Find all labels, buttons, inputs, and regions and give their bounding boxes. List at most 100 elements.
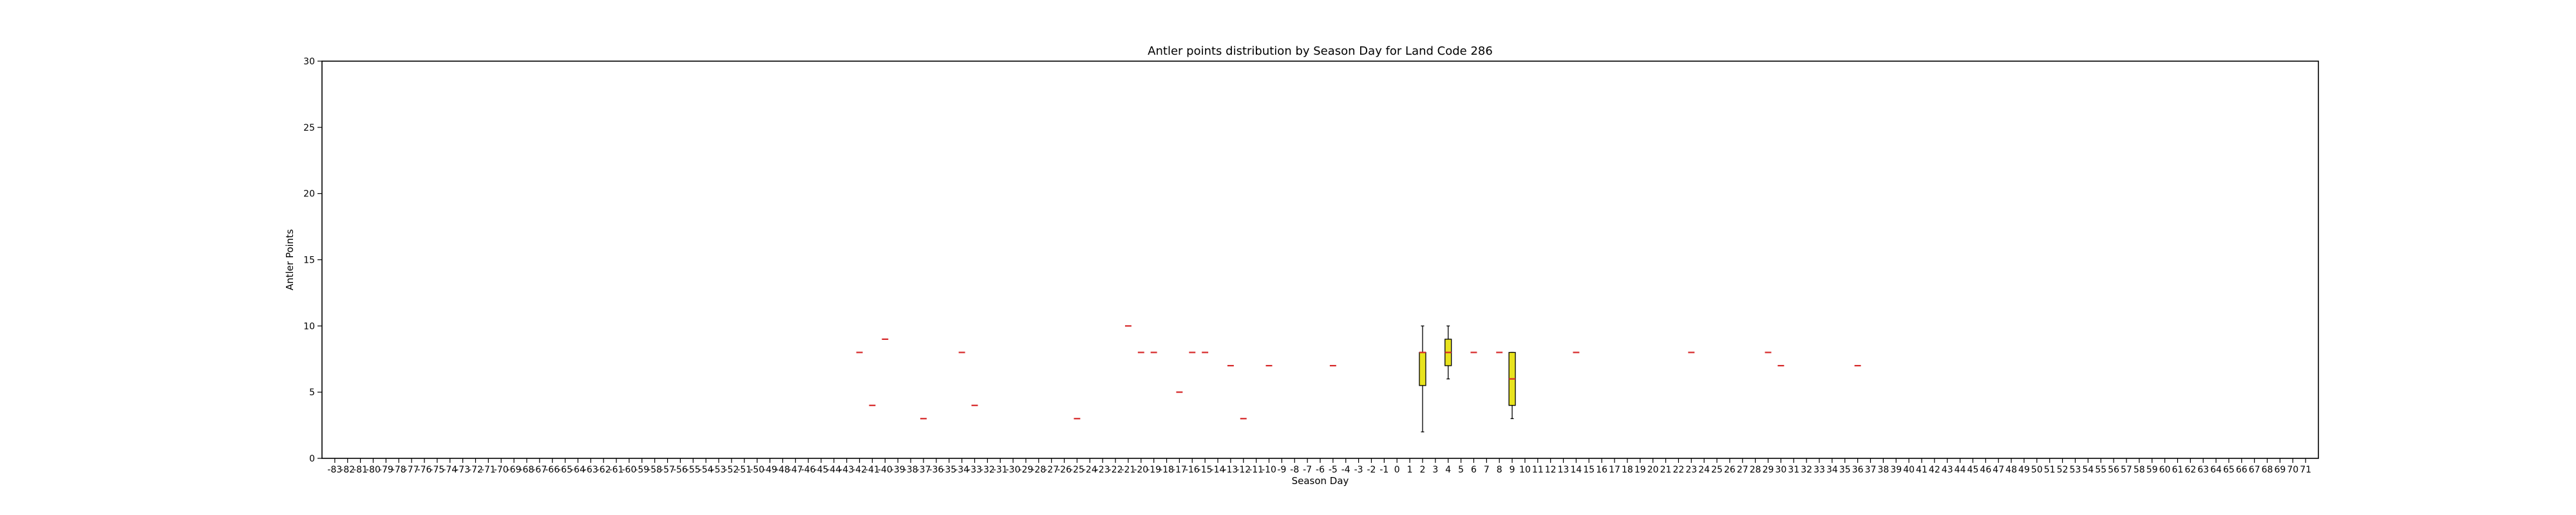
- x-tick-label: -72: [468, 465, 483, 475]
- box-2: [1419, 325, 1426, 433]
- x-tick-label: -23: [1095, 465, 1110, 475]
- x-tick-label: -80: [366, 465, 381, 475]
- x-tick-label: -59: [634, 465, 649, 475]
- y-axis-title: Antler Points: [284, 229, 296, 290]
- x-tick-label: 6: [1471, 465, 1477, 475]
- x-tick-label: 58: [2134, 465, 2145, 475]
- x-tick-label: -21: [1121, 465, 1135, 475]
- x-tick-label: -13: [1223, 465, 1238, 475]
- x-tick-label: 59: [2146, 465, 2158, 475]
- x-axis-title: Season Day: [1292, 475, 1349, 487]
- x-tick-label: 52: [2057, 465, 2069, 475]
- x-tick-label: -41: [865, 465, 880, 475]
- x-tick-label: -45: [814, 465, 829, 475]
- x-tick-label: 56: [2108, 465, 2119, 475]
- x-tick-label: -36: [929, 465, 943, 475]
- x-tick-label: -4: [1341, 465, 1350, 475]
- x-tick-label: -16: [1185, 465, 1200, 475]
- box-series: [856, 325, 1861, 433]
- x-tick-label: -75: [430, 465, 444, 475]
- x-tick-label: -27: [1044, 465, 1059, 475]
- x-tick-label: -11: [1249, 465, 1264, 475]
- x-tick-label: -22: [1108, 465, 1123, 475]
- chart-title: Antler points distribution by Season Day…: [1148, 44, 1493, 58]
- x-tick-label: 18: [1622, 465, 1633, 475]
- x-tick-label: 70: [2287, 465, 2298, 475]
- x-tick-label: -9: [1277, 465, 1286, 475]
- x-tick-label: 3: [1432, 465, 1438, 475]
- x-tick-label: 31: [1788, 465, 1799, 475]
- x-tick-label: 60: [2159, 465, 2171, 475]
- x-tick-label: -26: [1057, 465, 1072, 475]
- x-tick-label: 13: [1558, 465, 1569, 475]
- x-tick-label: 39: [1890, 465, 1902, 475]
- x-tick-label: -43: [839, 465, 854, 475]
- x-tick-label: -3: [1354, 465, 1363, 475]
- x-tick-label: 40: [1903, 465, 1915, 475]
- x-tick-label: -2: [1367, 465, 1376, 475]
- x-tick-label: 26: [1724, 465, 1736, 475]
- y-tick-label: 10: [303, 321, 315, 332]
- x-tick-label: -1: [1379, 465, 1388, 475]
- x-tick-label: -18: [1159, 465, 1174, 475]
- x-tick-label: -51: [737, 465, 752, 475]
- x-tick-label: 51: [2044, 465, 2056, 475]
- x-tick-label: -69: [507, 465, 522, 475]
- x-tick-label: 10: [1519, 465, 1531, 475]
- x-tick-label: -17: [1172, 465, 1187, 475]
- x-tick-label: 4: [1445, 465, 1451, 475]
- x-tick-label: -62: [596, 465, 611, 475]
- box-4: [1444, 325, 1452, 380]
- x-tick-label: -53: [712, 465, 726, 475]
- x-tick-label: 29: [1763, 465, 1774, 475]
- x-tick-label: 12: [1545, 465, 1557, 475]
- x-tick-label: 43: [1942, 465, 1953, 475]
- x-tick-label: -55: [686, 465, 701, 475]
- x-tick-label: 28: [1750, 465, 1761, 475]
- x-tick-label: 1: [1407, 465, 1413, 475]
- x-tick-label: -6: [1316, 465, 1325, 475]
- y-tick-label: 0: [309, 454, 315, 464]
- y-axis: 0 5 10 15 20 25 30: [303, 57, 322, 464]
- x-tick-label: -31: [993, 465, 1008, 475]
- x-tick-label: -78: [392, 465, 406, 475]
- x-tick-label: 71: [2300, 465, 2311, 475]
- x-tick-label: -44: [826, 465, 841, 475]
- x-tick-label: -37: [916, 465, 931, 475]
- x-tick-label: 63: [2197, 465, 2209, 475]
- x-tick-label: -12: [1236, 465, 1251, 475]
- x-tick-label: 38: [1877, 465, 1889, 475]
- x-tick-label: -64: [571, 465, 585, 475]
- x-tick-label: 33: [1814, 465, 1825, 475]
- box-9: [1508, 351, 1516, 419]
- x-tick-label: -25: [1070, 465, 1084, 475]
- x-tick-label: 53: [2070, 465, 2081, 475]
- x-tick-label: -81: [353, 465, 368, 475]
- x-tick-label: 17: [1609, 465, 1620, 475]
- x-tick-label: -28: [1031, 465, 1046, 475]
- x-tick-label: -60: [621, 465, 636, 475]
- x-tick-label: -10: [1262, 465, 1276, 475]
- x-tick-label: -42: [852, 465, 867, 475]
- x-tick-label: 50: [2031, 465, 2043, 475]
- x-tick-label: -66: [545, 465, 560, 475]
- x-tick-label: 27: [1737, 465, 1748, 475]
- x-tick-label: -39: [891, 465, 905, 475]
- x-tick-label: -50: [750, 465, 764, 475]
- x-tick-label: 0: [1394, 465, 1400, 475]
- x-tick-label: 32: [1801, 465, 1812, 475]
- x-tick-label: 49: [2018, 465, 2030, 475]
- x-tick-label: -52: [724, 465, 739, 475]
- x-tick-label: -47: [788, 465, 803, 475]
- x-tick-label: 61: [2172, 465, 2183, 475]
- x-tick-label: 35: [1839, 465, 1851, 475]
- x-tick-label: -65: [558, 465, 573, 475]
- x-tick-label: -56: [673, 465, 688, 475]
- x-tick-label: -5: [1329, 465, 1338, 475]
- x-tick-label: 62: [2184, 465, 2196, 475]
- x-tick-label: -82: [340, 465, 355, 475]
- x-tick-label: -40: [878, 465, 893, 475]
- x-tick-label: -29: [1019, 465, 1034, 475]
- x-tick-label: -68: [520, 465, 535, 475]
- plot-frame: [321, 61, 2319, 459]
